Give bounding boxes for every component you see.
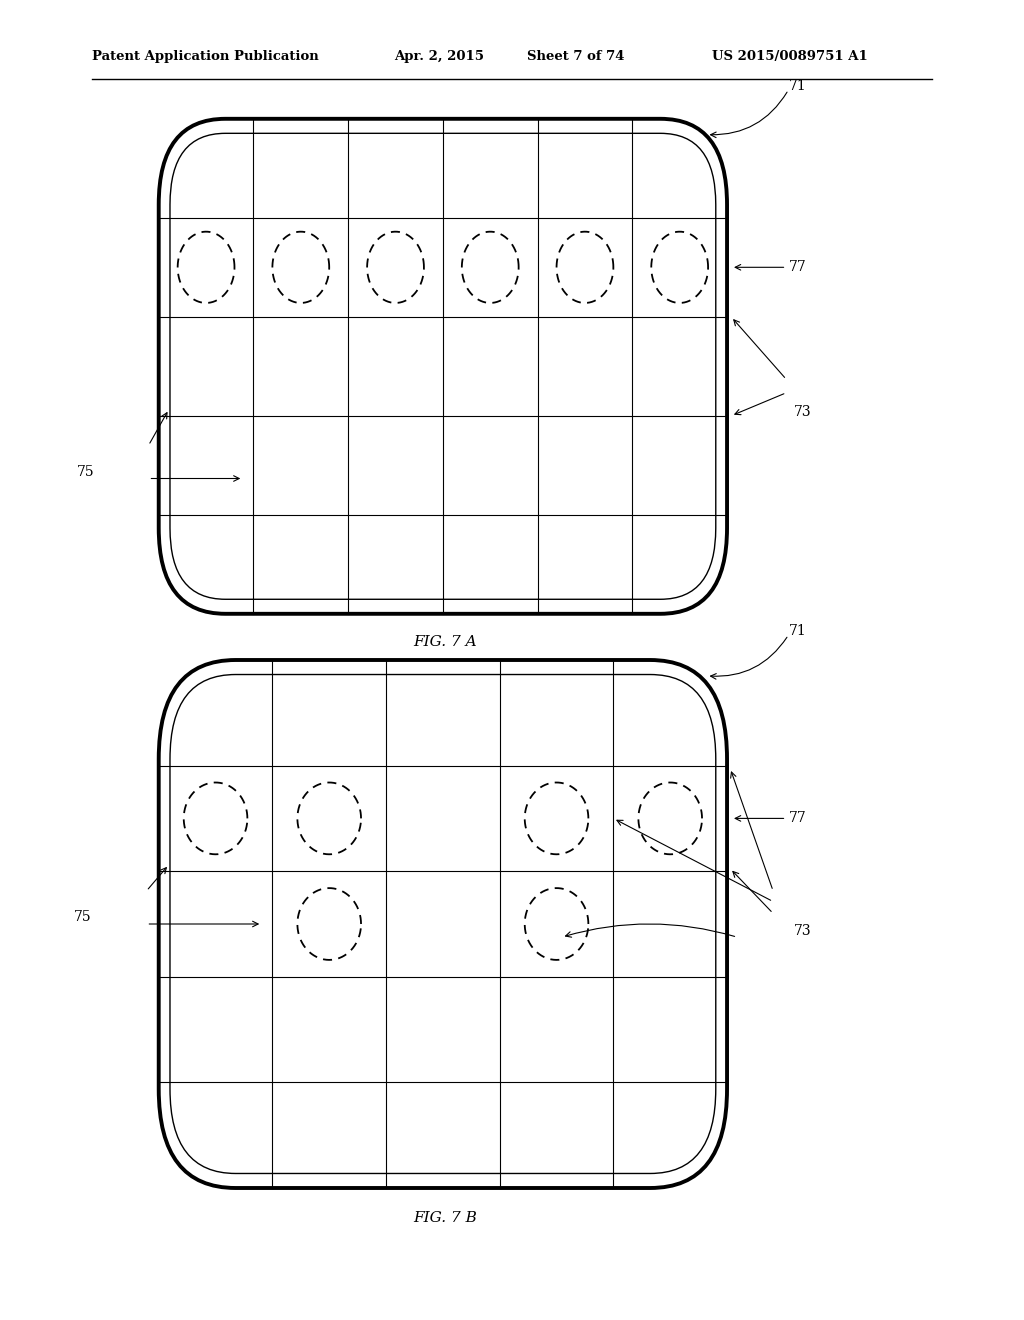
Text: Sheet 7 of 74: Sheet 7 of 74	[527, 50, 625, 63]
Text: FIG. 7 A: FIG. 7 A	[414, 635, 477, 648]
Text: FIG. 7 B: FIG. 7 B	[414, 1212, 477, 1225]
Text: 73: 73	[794, 924, 811, 937]
Text: 71: 71	[788, 79, 806, 92]
Text: Apr. 2, 2015: Apr. 2, 2015	[394, 50, 484, 63]
FancyBboxPatch shape	[159, 660, 727, 1188]
Text: US 2015/0089751 A1: US 2015/0089751 A1	[712, 50, 867, 63]
Text: 71: 71	[788, 624, 806, 638]
Text: 75: 75	[74, 911, 91, 924]
Text: 75: 75	[77, 465, 94, 479]
Text: 77: 77	[788, 812, 806, 825]
Text: 73: 73	[794, 405, 811, 420]
Text: Patent Application Publication: Patent Application Publication	[92, 50, 318, 63]
Text: 77: 77	[788, 260, 806, 275]
FancyBboxPatch shape	[159, 119, 727, 614]
